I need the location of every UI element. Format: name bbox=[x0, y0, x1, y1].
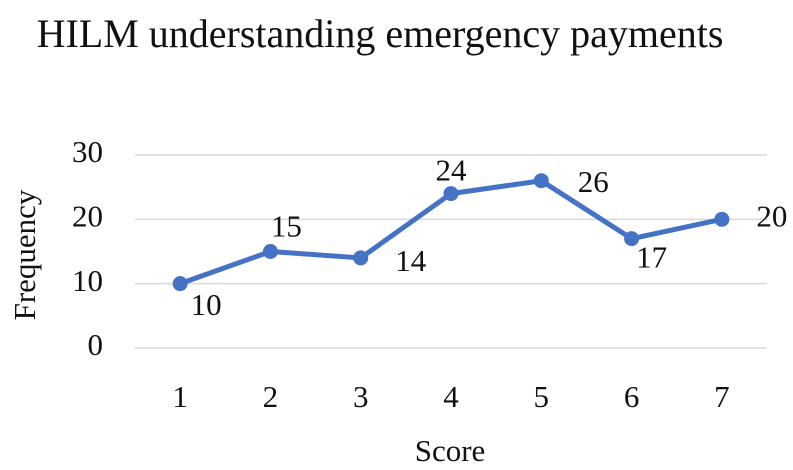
y-tick-label: 10 bbox=[72, 263, 103, 298]
marker bbox=[533, 173, 549, 189]
x-tick-label: 3 bbox=[353, 379, 369, 414]
data-label: 14 bbox=[395, 243, 427, 278]
y-tick-label: 20 bbox=[72, 198, 103, 233]
y-tick-label: 30 bbox=[72, 134, 103, 169]
marker bbox=[714, 211, 730, 227]
data-label: 17 bbox=[636, 240, 667, 275]
x-tick-label: 5 bbox=[534, 379, 550, 414]
marker bbox=[262, 244, 278, 259]
data-label: 15 bbox=[271, 209, 302, 244]
x-axis-label: Score bbox=[415, 433, 486, 468]
marker bbox=[443, 186, 459, 202]
data-label: 10 bbox=[191, 287, 222, 322]
x-tick-label: 2 bbox=[263, 379, 279, 414]
data-label: 20 bbox=[756, 198, 787, 233]
x-tick-label: 1 bbox=[172, 379, 188, 414]
marker bbox=[353, 250, 369, 266]
chart-title: HILM understanding emergency payments bbox=[36, 11, 724, 56]
x-tick-label: 6 bbox=[624, 379, 640, 414]
y-tick-label: 0 bbox=[88, 327, 104, 362]
data-label: 26 bbox=[578, 164, 609, 199]
x-tick-label: 7 bbox=[714, 379, 730, 414]
y-axis-label: Frequency bbox=[7, 189, 42, 320]
x-tick-label: 4 bbox=[443, 379, 459, 414]
data-label: 24 bbox=[436, 153, 468, 188]
marker bbox=[624, 231, 640, 247]
marker bbox=[172, 276, 188, 292]
